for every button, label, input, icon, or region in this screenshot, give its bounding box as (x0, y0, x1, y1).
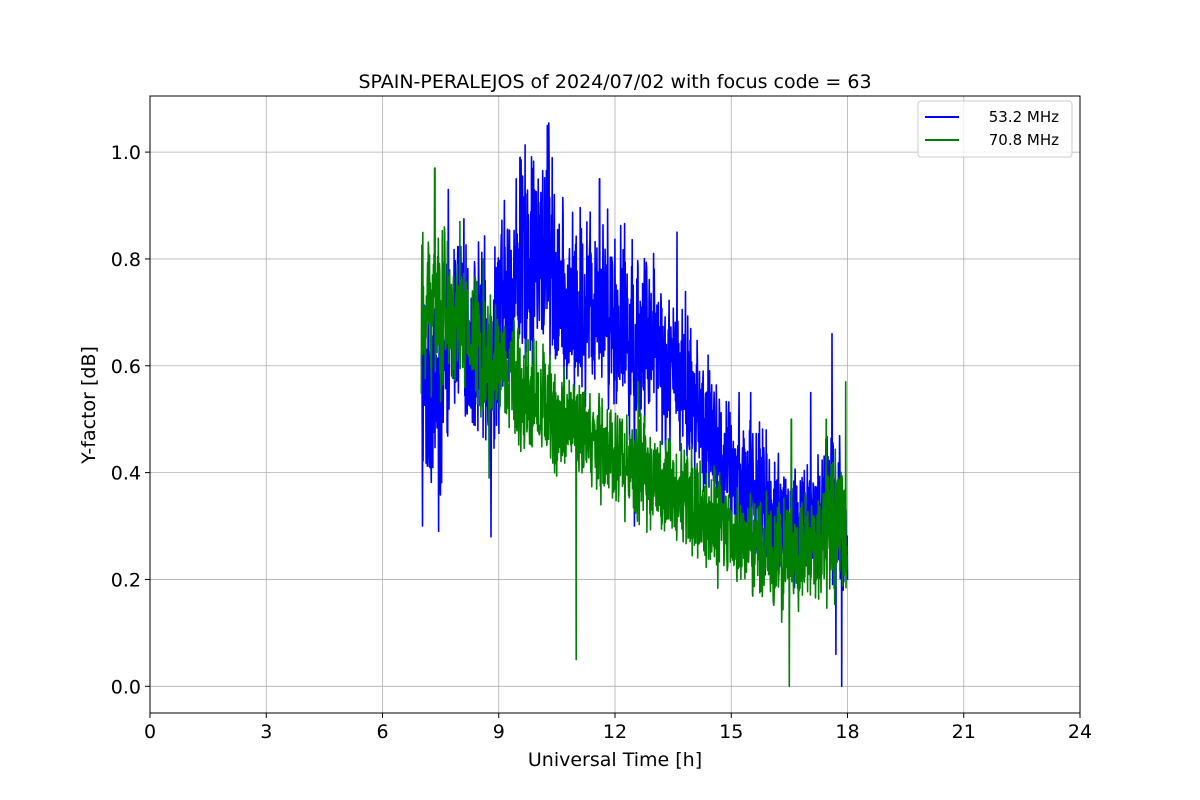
x-tick-label: 15 (719, 721, 743, 743)
series-layer (420, 122, 849, 688)
y-tick-label: 1.0 (111, 142, 141, 164)
y-tick-label: 0.2 (111, 569, 141, 591)
x-tick-label: 9 (493, 721, 505, 743)
legend-label-70-8: 70.8 MHz (989, 131, 1059, 149)
y-tick-label: 0.0 (111, 676, 141, 698)
y-axis-label: Y-factor [dB] (78, 346, 100, 465)
x-tick-label: 0 (144, 721, 156, 743)
y-tick-label: 0.6 (111, 356, 141, 378)
x-tick-label: 18 (835, 721, 859, 743)
legend-label-53-2: 53.2 MHz (989, 108, 1059, 126)
x-axis: 0 3 6 9 12 15 18 21 24 (144, 713, 1092, 743)
x-tick-label: 3 (260, 721, 272, 743)
x-tick-label: 21 (952, 721, 976, 743)
y-tick-label: 0.4 (111, 463, 141, 485)
x-axis-label: Universal Time [h] (528, 749, 702, 771)
legend-box (917, 100, 1073, 158)
x-tick-label: 24 (1068, 721, 1092, 743)
y-tick-label: 0.8 (111, 249, 141, 271)
y-axis: 0.0 0.2 0.4 0.6 0.8 1.0 (111, 142, 150, 698)
series-line-70-8-mhz (420, 167, 849, 688)
x-tick-label: 6 (376, 721, 388, 743)
legend: 53.2 MHz 70.8 MHz (917, 100, 1073, 158)
chart-title: SPAIN-PERALEJOS of 2024/07/02 with focus… (358, 71, 871, 93)
x-tick-label: 12 (603, 721, 627, 743)
